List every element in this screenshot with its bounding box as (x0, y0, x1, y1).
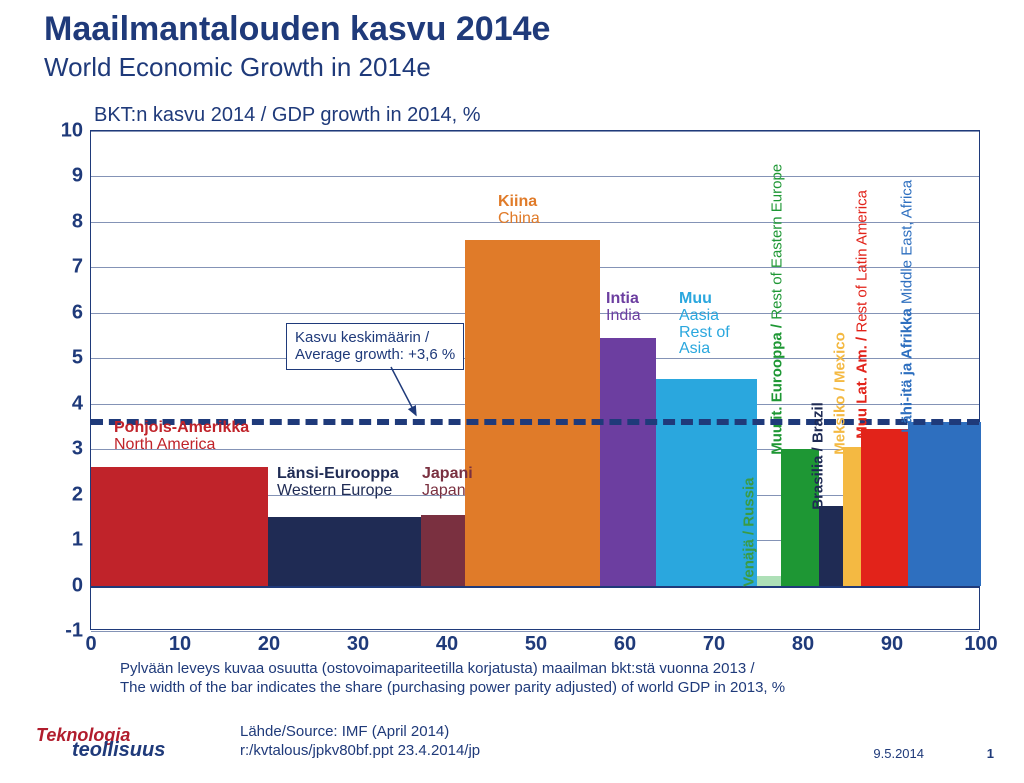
source-l2: r:/kvtalous/jpkv80bf.ppt 23.4.2014/jp (240, 742, 480, 759)
slide-date: 9.5.2014 (873, 746, 924, 761)
y-tick-label: 7 (41, 256, 83, 279)
page-number: 1 (987, 746, 994, 761)
bar-label-weu: Länsi-EurooppaWestern Europe (277, 466, 399, 500)
bar-na (91, 467, 268, 585)
bar-mea (908, 422, 981, 586)
bar-label-rasia: MuuAasiaRest ofAsia (679, 291, 730, 358)
x-tick-label: 80 (792, 633, 814, 656)
y-tick-label: 1 (41, 529, 83, 552)
y-tick-label: 3 (41, 438, 83, 461)
y-tick-label: 9 (41, 165, 83, 188)
x-tick-label: 50 (525, 633, 547, 656)
bar-ind (600, 338, 656, 586)
gridline (91, 176, 979, 177)
x-tick-label: 90 (881, 633, 903, 656)
bar-label-na: Pohjois-AmerikkaNorth America (114, 420, 249, 454)
bar-label-chn: KiinaChina (498, 194, 540, 228)
bar-label-bra: Brasilia / Brazil (810, 402, 826, 510)
bar-rus (757, 576, 781, 585)
x-tick-label: 60 (614, 633, 636, 656)
avg-box-en: Average growth: +3,6 % (295, 346, 455, 363)
y-tick-label: 6 (41, 301, 83, 324)
x-tick-label: 0 (85, 633, 96, 656)
chart-plot: -10123456789100102030405060708090100Pohj… (90, 130, 980, 630)
zero-line (91, 586, 979, 588)
source: Lähde/Source: IMF (April 2014) r:/kvtalo… (240, 723, 480, 761)
title-fi: Maailmantalouden kasvu 2014e (44, 10, 550, 49)
logo-word-2: teollisuus (72, 741, 165, 759)
bar-label-mex: Meksiko / Mexico (832, 332, 848, 455)
bar-label-rus: Venäjä / Russia (741, 478, 757, 587)
y-tick-label: 10 (41, 120, 83, 143)
logo: Teknologia teollisuus (36, 727, 165, 759)
bar-jap (421, 515, 465, 585)
bar-label-ind: IntiaIndia (606, 291, 641, 325)
source-l1: Lähde/Source: IMF (April 2014) (240, 723, 449, 740)
x-tick-label: 70 (703, 633, 725, 656)
y-tick-label: 2 (41, 483, 83, 506)
footnote: Pylvään leveys kuvaa osuutta (ostovoimap… (120, 660, 785, 698)
bar-chn (465, 240, 600, 585)
x-tick-label: 10 (169, 633, 191, 656)
bar-weu (268, 517, 421, 585)
bar-label-eeu: Muu it. Eurooppa / Rest of Eastern Europ… (769, 164, 785, 455)
y-tick-label: 0 (41, 574, 83, 597)
average-label-box: Kasvu keskimäärin /Average growth: +3,6 … (286, 323, 464, 370)
bar-bra (819, 506, 843, 586)
x-tick-label: 30 (347, 633, 369, 656)
avg-box-fi: Kasvu keskimäärin / (295, 329, 455, 346)
x-tick-label: 20 (258, 633, 280, 656)
y-tick-label: -1 (41, 620, 83, 643)
footnote-en: The width of the bar indicates the share… (120, 679, 785, 696)
bar-label-rlat: Muu Lat. Am. / Rest of Latin America (854, 190, 870, 439)
title-en: World Economic Growth in 2014e (44, 52, 431, 83)
gridline (91, 631, 979, 632)
footnote-fi: Pylvään leveys kuvaa osuutta (ostovoimap… (120, 660, 755, 677)
y-tick-label: 5 (41, 347, 83, 370)
bar-mex (843, 447, 861, 586)
gridline (91, 131, 979, 132)
bar-label-mea: Lähi-itä ja Afrikka Middle East, Africa (899, 180, 915, 433)
axis-title: BKT:n kasvu 2014 / GDP growth in 2014, % (94, 104, 481, 127)
x-tick-label: 40 (436, 633, 458, 656)
y-tick-label: 4 (41, 392, 83, 415)
bar-rlat (861, 429, 908, 586)
x-tick-label: 100 (964, 633, 997, 656)
bar-label-jap: JapaniJapan (422, 466, 473, 500)
y-tick-label: 8 (41, 210, 83, 233)
